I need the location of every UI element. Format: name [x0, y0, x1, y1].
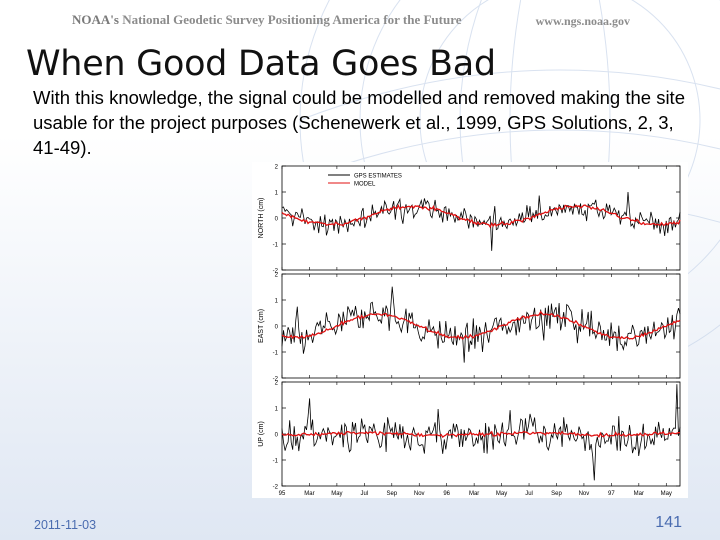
x-tick-label: Jul [525, 491, 533, 497]
slide-body-text: With this knowledge, the signal could be… [33, 87, 685, 158]
footer-date: 2011-11-03 [34, 518, 97, 532]
header-bar: NOAA's National Geodetic Survey Position… [0, 0, 720, 44]
x-tick-label: May [496, 491, 507, 497]
y-tick-label: -1 [273, 459, 279, 465]
y-tick-label: 2 [275, 273, 279, 279]
y-tick-label: 2 [275, 165, 279, 171]
gps-estimates-series [281, 384, 681, 481]
slide-title: When Good Data Goes Bad [26, 44, 496, 84]
x-tick-label: Nov [414, 491, 425, 497]
y-axis-label: EAST (cm) [258, 309, 265, 343]
y-tick-label: -1 [273, 243, 279, 249]
x-tick-label: Mar [304, 491, 314, 497]
x-tick-label: May [331, 491, 342, 497]
model-series [281, 204, 681, 229]
header-url[interactable]: www.ngs.noaa.gov [535, 14, 630, 28]
y-tick-label: 1 [275, 299, 279, 305]
x-tick-label: Mar [634, 491, 644, 497]
header-org: NOAA's National Geodetic Survey Position… [72, 12, 462, 28]
legend-model-label: MODEL [354, 182, 376, 188]
header-tagline: Positioning America for the Future [267, 12, 462, 27]
x-tick-label: May [661, 491, 672, 497]
x-tick-label: Sep [551, 491, 562, 497]
x-tick-label: Sep [386, 491, 397, 497]
gps-estimates-series [281, 286, 681, 363]
header-org-name: National Geodetic Survey [122, 12, 265, 27]
x-tick-label: Nov [579, 491, 590, 497]
y-tick-label: 1 [275, 407, 279, 413]
x-tick-label: Jul [361, 491, 369, 497]
gps-timeseries-chart: 2 1 0 -1 -2 NORTH (cm) 2 1 0 -1 -2 EAST (cm) 2 1 0 -1 -2… [252, 162, 688, 498]
y-tick-label: -2 [273, 269, 279, 275]
gps-estimates-series [281, 191, 681, 251]
y-tick-label: 0 [275, 325, 279, 331]
x-tick-label: 95 [279, 491, 286, 497]
y-tick-label: 2 [275, 381, 279, 387]
x-tick-label: Mar [469, 491, 479, 497]
x-tick-label: 96 [443, 491, 450, 497]
y-axis-label: UP (cm) [258, 421, 265, 447]
y-tick-label: 1 [275, 191, 279, 197]
y-tick-label: -2 [273, 377, 279, 383]
header-org-prefix: NOAA's [72, 12, 119, 27]
y-axis-label: NORTH (cm) [258, 198, 265, 239]
model-series [281, 310, 681, 340]
y-tick-label: -2 [273, 485, 279, 491]
footer-page-number: 141 [655, 514, 682, 531]
legend-estimates-label: GPS ESTIMATES [354, 174, 402, 180]
x-tick-label: 97 [608, 491, 615, 497]
model-series [281, 430, 681, 439]
y-tick-label: -1 [273, 351, 279, 357]
y-tick-label: 0 [275, 433, 279, 439]
y-tick-label: 0 [275, 217, 279, 223]
